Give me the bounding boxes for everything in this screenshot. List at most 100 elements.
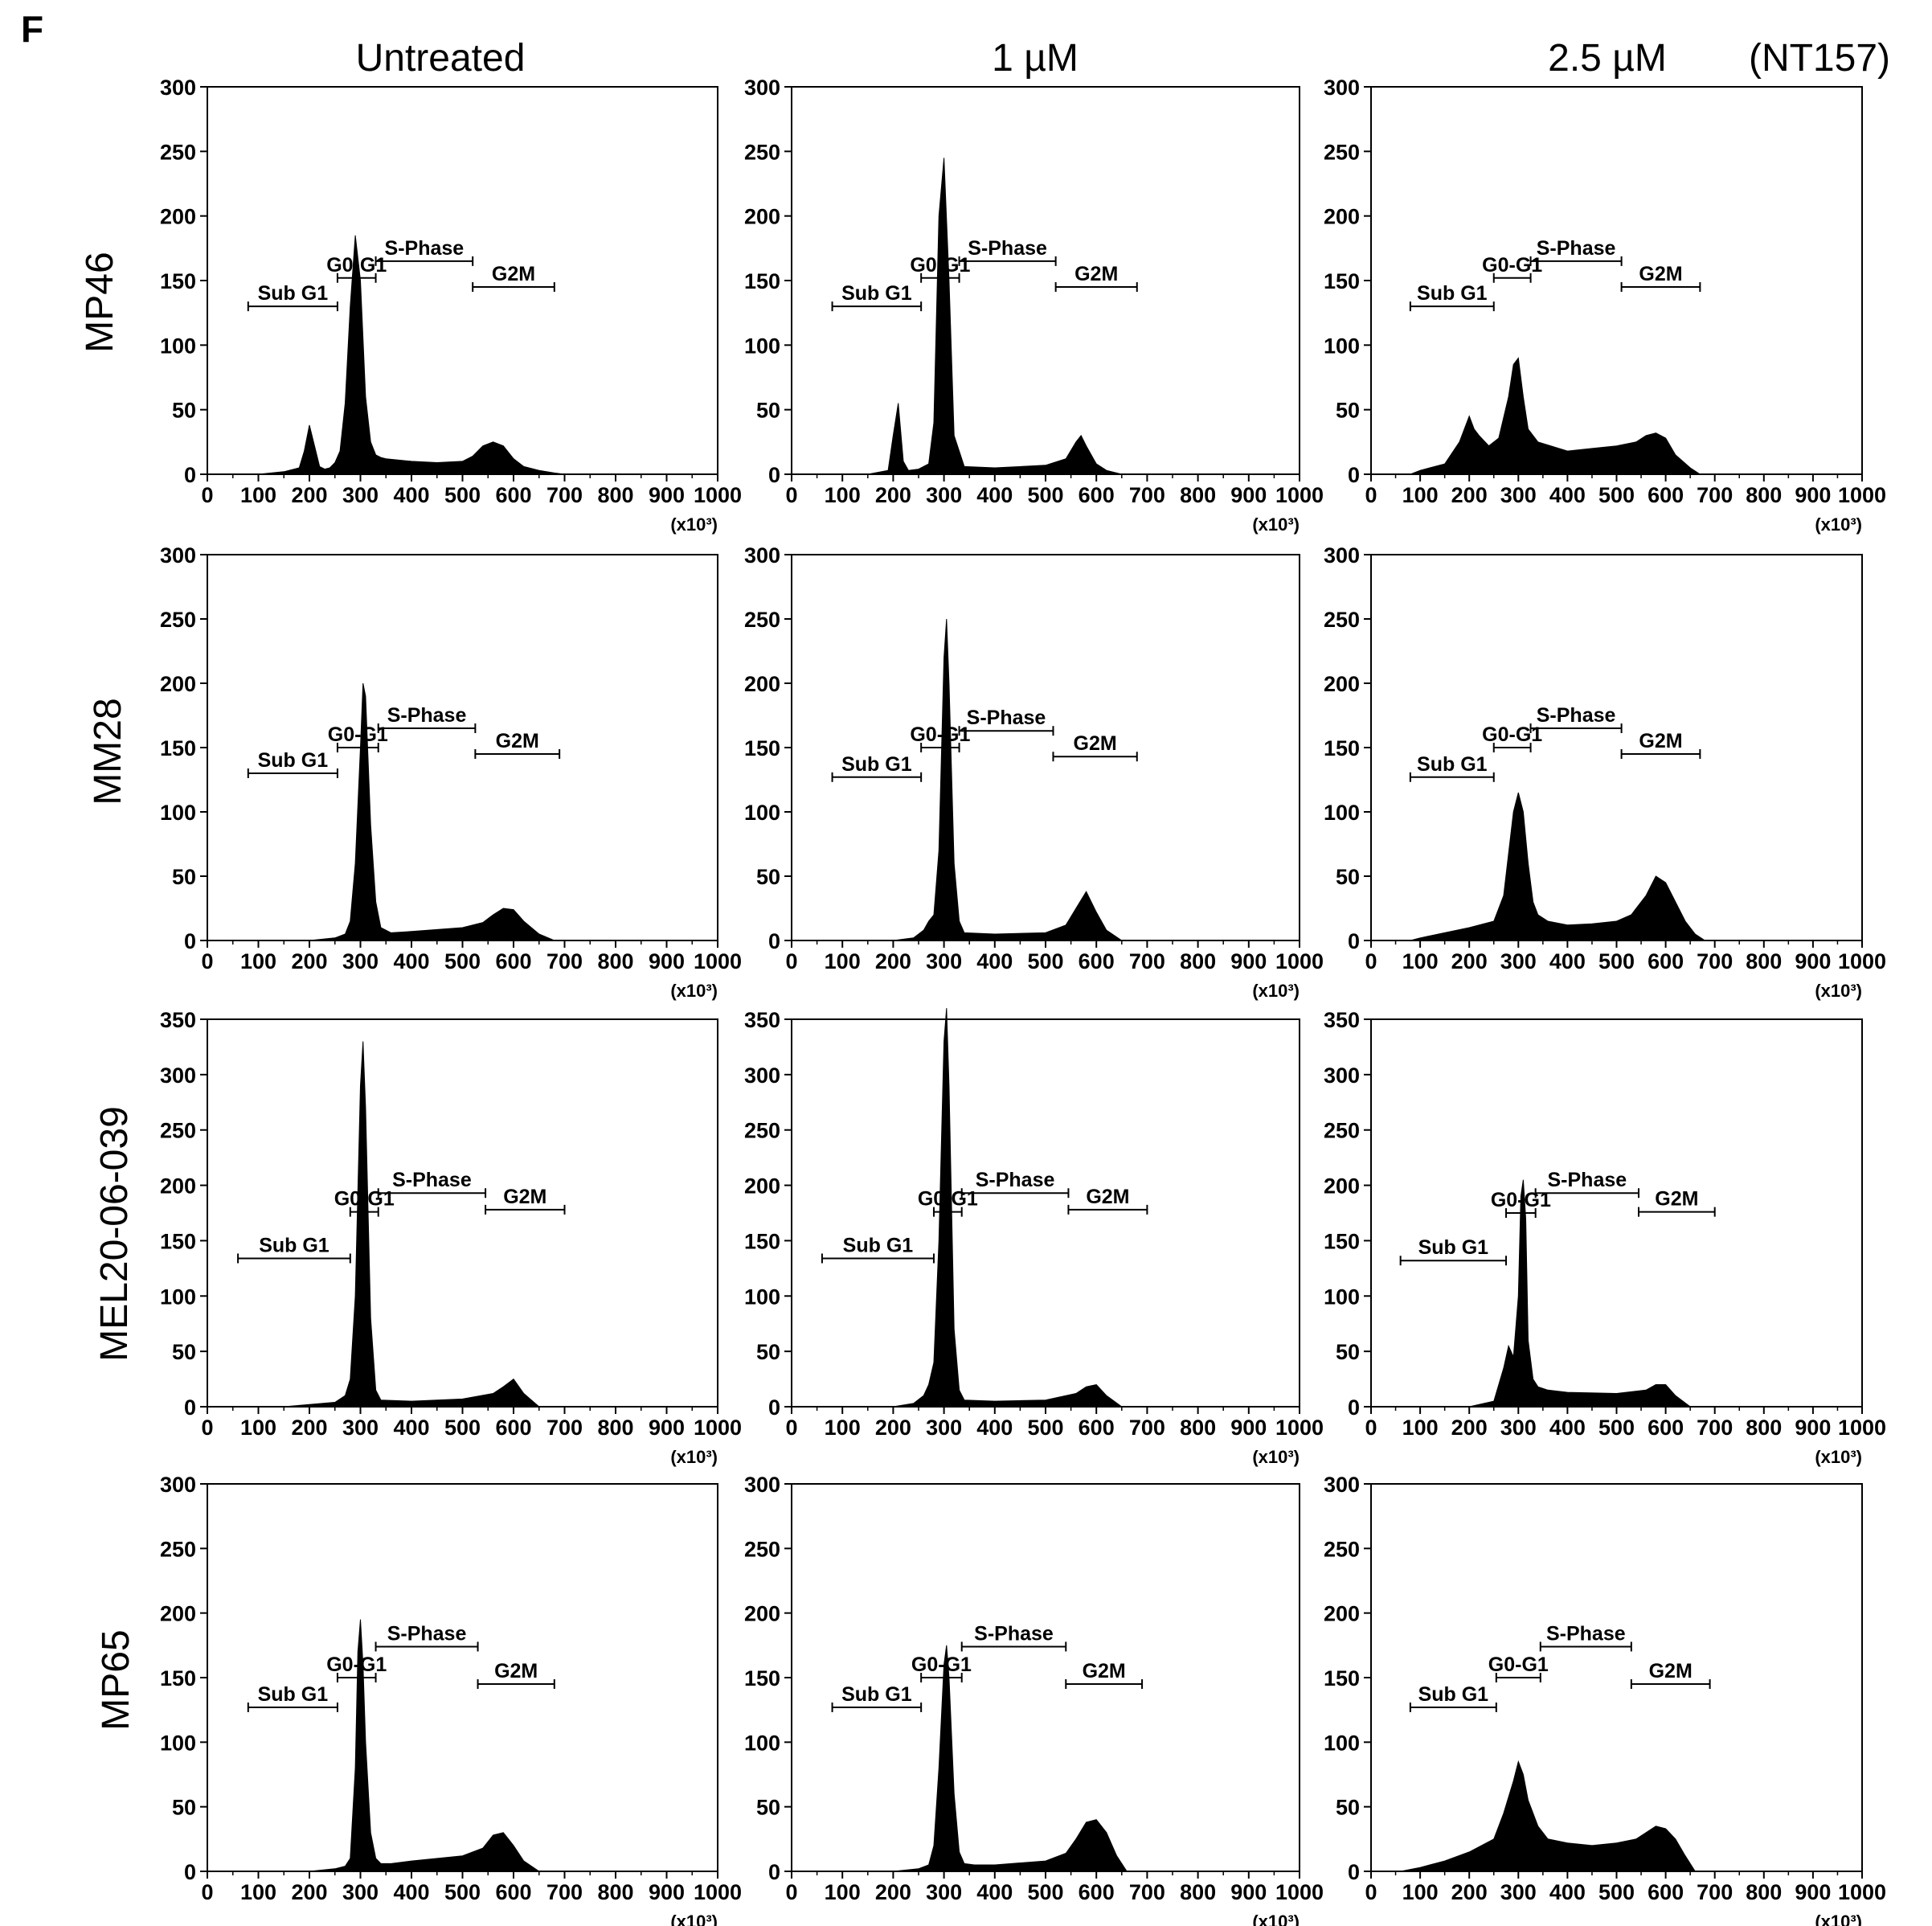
x-tick-label: 400 <box>976 483 1013 507</box>
histogram-mm28-untreated: 0 50 100 150 200 250 300 0 100 200 300 400 500 600 700… <box>160 543 742 1001</box>
histogram-mp46-1-m: 0 50 100 150 200 250 300 0 100 200 300 400 500 600 700… <box>744 76 1324 535</box>
x-tick-label: 1000 <box>694 483 742 507</box>
x-tick-label: 300 <box>1500 1880 1537 1904</box>
x-tick-label: 200 <box>875 483 911 507</box>
x-tick-label: 700 <box>1129 1880 1165 1904</box>
gate-sub-g1: Sub G1 <box>237 1234 351 1264</box>
x-tick-label: 700 <box>546 1416 583 1440</box>
gate-label: G2M <box>1086 1186 1129 1208</box>
gate-g0-g1: G0-G1 <box>1488 1653 1549 1682</box>
panel-letter: F <box>21 8 43 50</box>
x-tick-label: 1000 <box>1838 1416 1886 1440</box>
y-tick-label: 250 <box>744 1537 780 1561</box>
x-tick-label: 100 <box>825 1416 861 1440</box>
y-tick-label: 200 <box>1324 1602 1360 1626</box>
x-tick-label: 1000 <box>1275 483 1324 507</box>
x-tick-label: 900 <box>1230 1880 1267 1904</box>
column-header-2-5um: 2.5 µM <box>1548 37 1667 80</box>
x-tick-label: 1000 <box>694 949 742 973</box>
x-tick-label: 0 <box>1365 483 1377 507</box>
x-unit-label: (x10³) <box>1815 981 1862 1001</box>
x-tick-label: 600 <box>1079 1416 1115 1440</box>
x-tick-label: 700 <box>546 483 583 507</box>
x-tick-label: 0 <box>785 483 797 507</box>
x-tick-label: 700 <box>1129 1416 1165 1440</box>
y-tick-label: 50 <box>172 1340 196 1364</box>
y-tick-label: 0 <box>184 1860 196 1884</box>
histogram-area <box>207 235 718 475</box>
x-tick-label: 900 <box>649 1880 685 1904</box>
y-tick-label: 250 <box>160 140 196 164</box>
y-tick-label: 300 <box>1324 543 1360 568</box>
x-tick-label: 500 <box>1027 483 1063 507</box>
gate-s-phase: S-Phase <box>1529 237 1623 266</box>
plot-frame <box>791 1018 1300 1408</box>
y-tick-label: 100 <box>160 1731 196 1755</box>
y-tick-label: 0 <box>1348 1395 1360 1420</box>
y-tick-label: 250 <box>744 140 780 164</box>
x-tick-label: 300 <box>342 1416 379 1440</box>
histogram-area <box>1371 357 1862 475</box>
x-tick-label: 200 <box>1451 483 1488 507</box>
histogram-area <box>792 1645 1300 1872</box>
histogram-area <box>1371 1760 1862 1872</box>
gate-label: G2M <box>1639 263 1682 285</box>
x-tick-label: 600 <box>1648 1416 1684 1440</box>
gate-g2m: G2M <box>477 1660 555 1690</box>
x-tick-label: 900 <box>1795 483 1831 507</box>
gate-g2m: G2M <box>1065 1660 1144 1690</box>
gate-label: G2M <box>1649 1660 1693 1682</box>
gate-sub-g1: Sub G1 <box>247 282 338 312</box>
gate-g0-g1: G0-G1 <box>1482 723 1542 752</box>
gate-label: Sub G1 <box>841 753 912 776</box>
histogram-mel20-06-039-untreated: 0 50 100 150 200 250 300 350 0 100 200 300 400 500 600… <box>160 1008 742 1467</box>
gate-g0-g1: G0-G1 <box>326 1653 387 1682</box>
y-tick-label: 250 <box>744 1119 780 1143</box>
x-tick-label: 600 <box>1648 949 1684 973</box>
y-tick-label: 50 <box>1336 1796 1360 1820</box>
x-tick-label: 800 <box>597 1880 633 1904</box>
x-tick-label: 700 <box>1129 483 1165 507</box>
gate-label: G2M <box>1083 1660 1126 1682</box>
plot-frame <box>207 554 718 941</box>
histogram-area <box>792 618 1300 941</box>
y-tick-label: 100 <box>744 801 780 825</box>
gate-label: S-Phase <box>387 704 467 727</box>
y-tick-label: 300 <box>744 76 780 100</box>
y-tick-label: 50 <box>1336 865 1360 889</box>
x-tick-label: 200 <box>1451 1416 1488 1440</box>
gate-s-phase: S-Phase <box>958 707 1054 736</box>
y-tick-label: 200 <box>160 672 196 696</box>
gate-g0-g1: G0-G1 <box>1482 254 1542 283</box>
y-tick-label: 150 <box>1324 1666 1360 1690</box>
y-tick-label: 200 <box>1324 205 1360 229</box>
x-tick-label: 400 <box>393 483 429 507</box>
x-tick-label: 400 <box>1549 1416 1586 1440</box>
y-tick-label: 50 <box>756 1340 780 1364</box>
gate-s-phase: S-Phase <box>1529 704 1623 733</box>
y-tick-label: 200 <box>744 1174 780 1199</box>
x-unit-label: (x10³) <box>670 514 718 535</box>
x-tick-label: 400 <box>393 1416 429 1440</box>
x-tick-label: 200 <box>875 1416 911 1440</box>
gate-sub-g1: Sub G1 <box>831 753 923 782</box>
x-unit-label: (x10³) <box>1252 981 1300 1001</box>
x-tick-label: 0 <box>785 949 797 973</box>
gate-label: G2M <box>496 730 539 752</box>
gate-g2m: G2M <box>1620 730 1701 759</box>
y-tick-label: 150 <box>160 736 196 760</box>
y-tick-label: 50 <box>756 865 780 889</box>
x-unit-label: (x10³) <box>670 1447 718 1467</box>
gate-label: S-Phase <box>1546 1622 1626 1645</box>
x-unit-label: (x10³) <box>1252 514 1300 535</box>
y-tick-label: 250 <box>1324 1119 1360 1143</box>
x-tick-label: 0 <box>201 949 213 973</box>
x-tick-label: 0 <box>1365 1416 1377 1440</box>
gate-s-phase: S-Phase <box>375 1622 479 1652</box>
x-tick-label: 200 <box>291 1880 327 1904</box>
x-tick-label: 200 <box>875 1880 911 1904</box>
x-tick-label: 300 <box>1500 483 1537 507</box>
x-tick-label: 0 <box>785 1416 797 1440</box>
y-tick-label: 0 <box>184 1395 196 1420</box>
y-tick-label: 250 <box>1324 608 1360 632</box>
